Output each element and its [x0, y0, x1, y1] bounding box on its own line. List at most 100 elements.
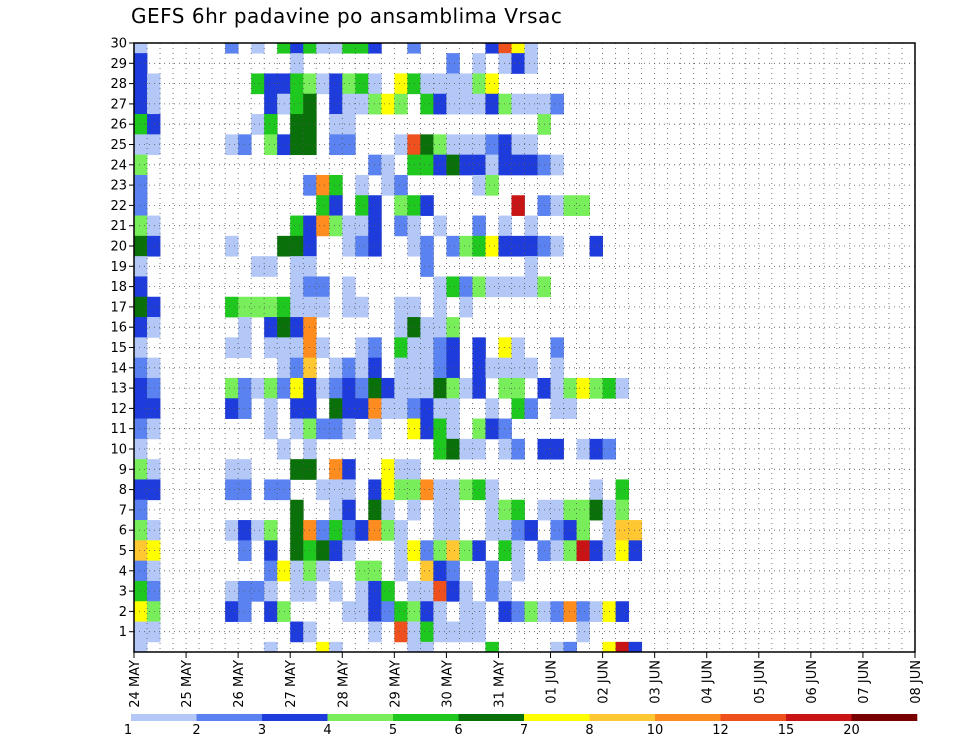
heatmap-cell: [485, 499, 499, 521]
heatmap-cell: [550, 235, 564, 257]
heatmap-cell: [485, 357, 499, 379]
heatmap-cell: [498, 418, 512, 440]
heatmap-cell: [485, 174, 499, 196]
heatmap-cell: [446, 357, 460, 379]
heatmap-cell: [420, 601, 434, 622]
heatmap-cell: [524, 43, 538, 54]
heatmap-cell: [134, 215, 148, 237]
heatmap-cell: [576, 377, 590, 399]
heatmap-cell: [498, 134, 512, 156]
heatmap-cell: [329, 580, 343, 602]
heatmap-cell: [485, 93, 499, 115]
heatmap-cell: [277, 93, 291, 115]
x-tick-label: 30 MAY: [440, 660, 455, 708]
heatmap-cell: [446, 317, 460, 338]
heatmap-cell: [264, 296, 278, 318]
heatmap-cell: [511, 520, 525, 541]
heatmap-cell: [264, 479, 278, 501]
heatmap-cell: [576, 621, 590, 643]
y-tick-label: 5: [119, 544, 127, 559]
heatmap-cell: [368, 195, 382, 216]
heatmap-cell: [251, 256, 265, 277]
heatmap-cell: [628, 641, 643, 653]
heatmap-cell: [290, 337, 304, 359]
heatmap-cell: [355, 296, 369, 318]
heatmap-cell: [368, 154, 382, 176]
heatmap-cell: [420, 93, 434, 115]
heatmap-cell: [264, 93, 278, 115]
y-tick-label: 12: [110, 402, 127, 417]
heatmap-cell: [524, 53, 538, 74]
heatmap-cell: [381, 479, 395, 501]
heatmap-cell: [498, 520, 512, 541]
heatmap-cell: [485, 580, 499, 602]
colorbar-label: 8: [585, 723, 593, 738]
heatmap-cell: [446, 418, 460, 440]
heatmap-cell: [316, 296, 330, 318]
y-tick-label: 11: [110, 422, 127, 437]
heatmap-cell: [394, 621, 408, 643]
heatmap-cell: [147, 540, 161, 562]
heatmap-cell: [147, 560, 161, 582]
colorbar-swatch: [589, 714, 656, 721]
heatmap-cell: [355, 195, 369, 216]
heatmap-cell: [459, 235, 473, 257]
heatmap-cell: [563, 641, 577, 653]
heatmap-cell: [511, 93, 525, 115]
heatmap-cell: [134, 296, 148, 318]
heatmap-cell: [615, 377, 630, 399]
heatmap-cell: [433, 560, 447, 582]
heatmap-cell: [459, 479, 473, 501]
heatmap-cell: [277, 235, 291, 257]
heatmap-cell: [277, 134, 291, 156]
heatmap-cell: [251, 114, 265, 135]
heatmap-cell: [290, 296, 304, 318]
heatmap-cell: [134, 174, 148, 196]
heatmap-cell: [524, 256, 538, 277]
heatmap-cell: [225, 459, 239, 480]
heatmap-cell: [355, 93, 369, 115]
colorbar-swatch: [851, 714, 918, 721]
colorbar-swatch: [393, 714, 459, 721]
heatmap-cell: [433, 317, 447, 338]
x-tick-label: 01 JUN: [545, 660, 560, 704]
heatmap-cell: [511, 43, 525, 54]
heatmap-cell: [264, 540, 278, 562]
heatmap-cell: [381, 580, 395, 602]
heatmap-cell: [368, 377, 382, 399]
heatmap-cell: [550, 377, 564, 399]
colorbar-label: 2: [192, 723, 200, 738]
heatmap-cell: [316, 195, 330, 216]
heatmap-cell: [290, 560, 304, 582]
x-tick-label: 27 MAY: [284, 660, 299, 708]
heatmap-cell: [342, 215, 356, 237]
heatmap-cell: [355, 520, 369, 541]
heatmap-cell: [615, 601, 630, 622]
heatmap-cell: [498, 357, 512, 379]
heatmap-cell: [316, 43, 330, 54]
heatmap-cell: [134, 601, 148, 622]
heatmap-cell: [290, 235, 304, 257]
x-tick-label: 31 MAY: [492, 660, 507, 708]
heatmap-cell: [563, 398, 577, 419]
heatmap-cell: [134, 621, 148, 643]
heatmap-cell: [277, 43, 291, 54]
heatmap-cell: [420, 73, 434, 95]
heatmap-cell: [147, 520, 161, 541]
heatmap-cell: [134, 418, 148, 440]
heatmap-cell: [342, 377, 356, 399]
heatmap-cell: [420, 337, 434, 359]
heatmap-cell: [368, 418, 382, 440]
heatmap-cell: [134, 357, 148, 379]
heatmap-cell: [277, 337, 291, 359]
heatmap-cell: [498, 540, 512, 562]
y-tick-label: 27: [110, 97, 127, 112]
heatmap-cell: [290, 53, 304, 74]
heatmap-cell: [589, 479, 603, 501]
heatmap-cell: [329, 174, 343, 196]
chart-title: GEFS 6hr padavine po ansamblima Vrsac: [131, 4, 563, 28]
y-tick-label: 26: [110, 118, 127, 133]
heatmap-cell: [264, 256, 278, 277]
heatmap-cell: [329, 641, 343, 653]
heatmap-cell: [342, 43, 356, 54]
